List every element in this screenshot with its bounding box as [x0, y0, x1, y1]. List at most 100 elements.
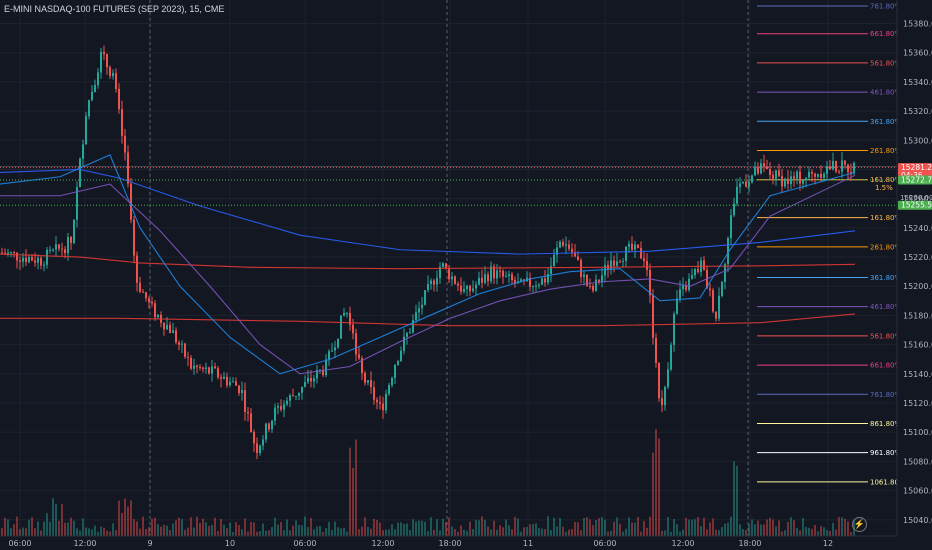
- candle-body: [661, 398, 663, 406]
- candle-body: [451, 276, 453, 280]
- price-tick-label: 15200.00: [903, 282, 932, 291]
- candle-body: [736, 186, 738, 204]
- volume-bar: [376, 519, 378, 536]
- candle-body: [25, 257, 27, 263]
- volume-bar: [634, 522, 636, 536]
- volume-bar: [358, 529, 360, 536]
- candle-body: [796, 171, 798, 179]
- price-tick-label: 15340.00: [903, 78, 932, 87]
- grid-layer: [0, 0, 895, 536]
- time-tick-label: 9: [147, 539, 152, 548]
- candle-body: [610, 260, 612, 269]
- candle-body: [202, 367, 204, 370]
- ma-line: [0, 174, 856, 375]
- candle-body: [580, 260, 582, 277]
- volume-bar: [7, 519, 9, 536]
- candle-body: [418, 308, 420, 313]
- candle-body: [751, 175, 753, 183]
- time-tick-label: 18:00: [438, 539, 461, 548]
- candle-body: [664, 386, 666, 406]
- candle-body: [433, 280, 435, 285]
- volume-bar: [439, 530, 441, 536]
- time-tick-label: 11: [523, 539, 533, 548]
- candle-body: [532, 285, 534, 287]
- volume-bar: [475, 519, 477, 536]
- volume-bar: [649, 516, 651, 536]
- candle-body: [745, 181, 747, 187]
- price-axis-bg: [897, 0, 932, 550]
- volume-bar: [25, 528, 27, 536]
- candle-body: [409, 332, 411, 334]
- candle-body: [379, 402, 381, 404]
- volume-bar: [151, 518, 153, 536]
- volume-bar: [604, 519, 606, 536]
- candle-body: [358, 354, 360, 359]
- moving-averages: [0, 154, 856, 375]
- volume-bar: [835, 529, 837, 536]
- candle-body: [838, 171, 840, 173]
- volume-bar: [532, 524, 534, 536]
- volume-bar: [109, 531, 111, 536]
- candle-body: [709, 288, 711, 291]
- candle-body: [595, 279, 597, 291]
- volume-bar: [196, 516, 198, 536]
- volume-bar: [580, 530, 582, 536]
- volume-bar: [409, 530, 411, 536]
- candle-body: [10, 252, 12, 254]
- time-axis[interactable]: 06:00 12:00 9 10 06:00 12:00 18:00 11 06:00 12:00…: [0, 535, 897, 548]
- price-tick-label: 15160.00: [903, 341, 932, 350]
- volume-bar: [22, 527, 24, 536]
- candle-body: [697, 269, 699, 273]
- candle-body: [727, 238, 729, 265]
- candle-body: [286, 400, 288, 405]
- candle-body: [151, 301, 153, 304]
- volume-bar: [142, 516, 144, 536]
- candle-body: [34, 260, 36, 263]
- volume-bar: [550, 530, 552, 536]
- candle-body: [325, 359, 327, 376]
- volume-bar: [514, 516, 516, 536]
- candle-body: [496, 270, 498, 279]
- candle-body: [226, 376, 228, 386]
- volume-bar: [79, 530, 81, 536]
- volume-bar: [19, 528, 21, 536]
- candle-body: [397, 361, 399, 365]
- volume-bar: [757, 520, 759, 536]
- volume-bar: [154, 517, 156, 536]
- candle-body: [133, 219, 135, 256]
- candle-body: [211, 366, 213, 374]
- candle-body: [556, 247, 558, 255]
- volume-bar: [505, 519, 507, 536]
- candle-body: [469, 285, 471, 292]
- candle-body: [778, 170, 780, 176]
- candle-body: [175, 330, 177, 343]
- volume-bar: [583, 517, 585, 536]
- volume-bar: [754, 524, 756, 536]
- volume-bar: [286, 519, 288, 536]
- volume-bar: [355, 439, 357, 536]
- volume-bar: [85, 527, 87, 536]
- volume-bar: [727, 522, 729, 536]
- volume-bar: [418, 520, 420, 536]
- price-tick-label: 15240.00: [903, 224, 932, 233]
- candle-body: [139, 282, 141, 292]
- volume-bar: [703, 517, 705, 536]
- candle-body: [790, 176, 792, 185]
- candle-body: [112, 73, 114, 77]
- candle-body: [343, 313, 345, 316]
- candle-body: [256, 443, 258, 453]
- price-axis[interactable]: 15380.00 15360.00 15340.00 15320.00 15300.00…: [896, 0, 932, 550]
- volume-bar: [622, 531, 624, 536]
- price-tick-label: 15320.00: [903, 107, 932, 116]
- candle-body: [100, 51, 102, 73]
- candle-body: [241, 390, 243, 394]
- candle-body: [73, 219, 75, 243]
- volume-bar: [118, 500, 120, 536]
- candle-body: [190, 357, 192, 369]
- lightning-icon[interactable]: ⚡: [852, 517, 867, 532]
- candle-body: [91, 91, 93, 101]
- price-tick-label: 15380.00: [903, 20, 932, 29]
- candle-body: [136, 255, 138, 283]
- candle-body: [490, 266, 492, 282]
